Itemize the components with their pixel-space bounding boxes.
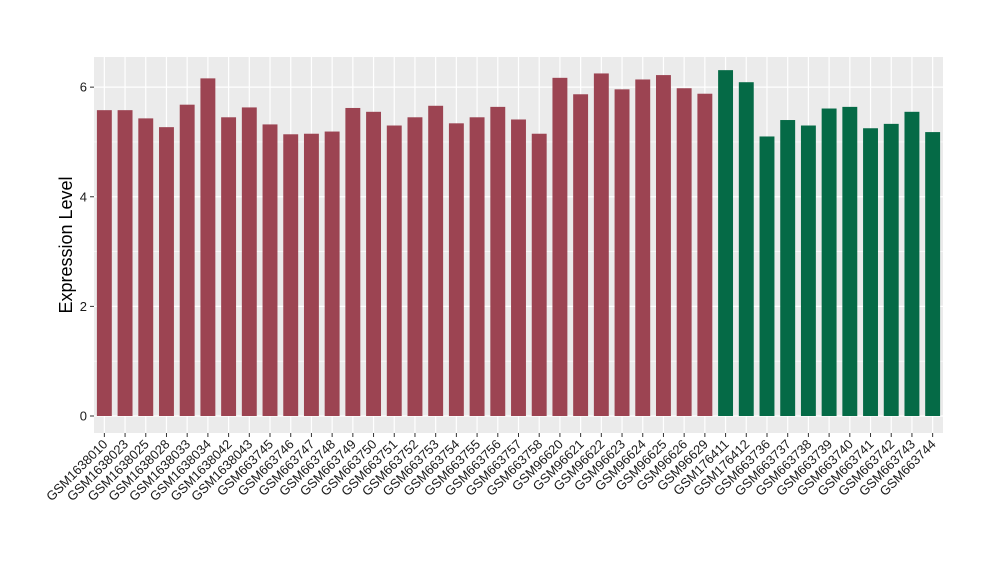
bar-GSM663755 [469,117,485,417]
bar-GSM663758 [531,133,547,416]
bar-GSM176411 [718,70,734,416]
bar-GSM1638025 [138,118,154,416]
bar-GSM663750 [366,111,382,417]
bar-GSM1638042 [221,117,237,417]
bar-GSM663742 [883,123,899,416]
bar-GSM96626 [676,88,692,417]
bar-GSM663736 [759,136,775,417]
y-axis-title: Expression Level [56,176,76,313]
bar-GSM96622 [593,73,609,416]
y-tick-label: 0 [80,409,87,424]
bar-GSM663738 [800,125,816,417]
bar-GSM663737 [780,120,796,417]
bar-GSM663740 [842,106,858,416]
bar-GSM663756 [490,106,506,416]
bar-GSM663746 [283,134,299,416]
bar-GSM96624 [635,79,651,417]
bar-GSM176412 [738,82,754,416]
bars [96,70,941,417]
bar-GSM663748 [324,131,340,416]
bar-GSM96620 [552,77,568,416]
bar-GSM96621 [573,94,589,416]
bar-GSM663745 [262,124,278,416]
bar-GSM663747 [303,133,319,416]
bar-GSM663751 [386,125,402,417]
bar-GSM1638033 [179,104,195,417]
bar-GSM663749 [345,107,361,416]
bar-GSM663743 [904,111,920,417]
bar-GSM1638023 [117,110,133,416]
y-axis: 0 2 4 6 [80,80,94,424]
bar-GSM1638028 [159,127,174,416]
x-axis: GSM1638010GSM1638023GSM1638025GSM1638028… [43,433,939,504]
bar-GSM1638043 [241,107,257,416]
y-tick-label: 4 [80,189,87,204]
bar-GSM1638010 [96,110,112,416]
y-tick-label: 2 [80,299,87,314]
bar-GSM663753 [428,105,444,416]
bar-GSM96625 [655,75,671,416]
bar-GSM663757 [511,119,526,416]
bar-GSM663754 [448,123,464,416]
bar-GSM663752 [407,117,423,417]
y-tick-label: 6 [80,80,87,95]
bar-GSM663741 [863,128,878,417]
bar-GSM96629 [697,93,713,416]
bar-GSM663744 [925,132,941,416]
bar-GSM1638034 [200,78,216,416]
bar-GSM96623 [614,89,630,416]
bar-GSM663739 [821,108,837,417]
